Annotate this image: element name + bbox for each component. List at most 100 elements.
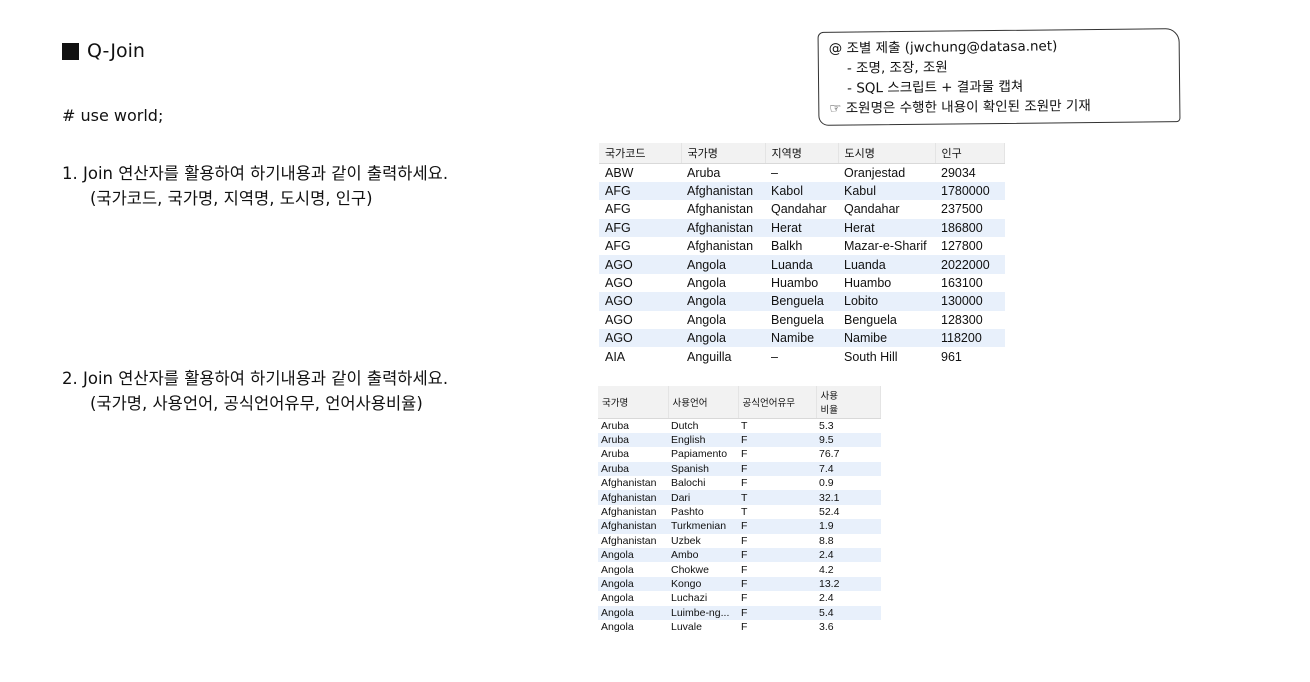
table-cell: AGO [599, 329, 681, 348]
table-cell: 5.4 [816, 605, 881, 620]
table-cell: 76.7 [819, 448, 840, 461]
table-row[interactable]: AFG Afghanistan Herat Herat 186800 [599, 218, 1005, 238]
table-row[interactable]: Afghanistan Pashto T 52.4 [598, 505, 881, 519]
table-cell: Kabol [765, 181, 838, 201]
table-row[interactable]: AGO Angola Luanda Luanda 2022000 [599, 255, 1005, 274]
column-header[interactable]: 사용 비율 [816, 386, 881, 419]
table-cell: 2.4 [816, 548, 881, 563]
table-cell: F [741, 477, 748, 490]
table-cell: 52.4 [819, 506, 840, 519]
table-cell: Balochi [671, 477, 706, 490]
table-cell: T [741, 419, 748, 432]
table-row[interactable]: Afghanistan Dari T 32.1 [598, 490, 881, 505]
table-row[interactable]: Angola Luvale F 3.6 [598, 620, 881, 634]
use-statement: # use world; [62, 106, 164, 125]
table-cell: Namibe [765, 329, 838, 348]
table-cell: Angola [687, 312, 726, 327]
table-cell: F [741, 534, 748, 547]
table-row[interactable]: AGO Angola Namibe Namibe 118200 [599, 329, 1005, 348]
table-cell: F [741, 563, 748, 576]
table-row[interactable]: AFG Afghanistan Qandahar Qandahar 237500 [599, 200, 1005, 218]
table-cell: F [741, 621, 748, 634]
table-cell: Luimbe-ng... [668, 605, 738, 620]
table-cell: Papiamento [671, 448, 728, 461]
table-row[interactable]: AGO Angola Huambo Huambo 163100 [599, 274, 1005, 292]
table-cell: F [738, 461, 816, 477]
column-header[interactable]: 국가코드 [599, 143, 682, 164]
table-row[interactable]: Afghanistan Balochi F 0.9 [598, 476, 881, 490]
note-line-4: ☞ 조원명은 수행한 내용이 확인된 조원만 기재 [829, 98, 1091, 117]
table-cell: Benguela [771, 312, 824, 327]
table-cell: 32.1 [816, 490, 881, 505]
question-2-text: 2. Join 연산자를 활용하여 하기내용과 같이 출력하세요. [62, 369, 449, 388]
table-row[interactable]: Angola Luimbe-ng... F 5.4 [598, 605, 881, 620]
result-table-1: 국가코드 국가명 지역명 도시명 인구 ABW Aruba – Oranjestad 29034… [599, 143, 1005, 366]
table-row[interactable]: Afghanistan Uzbek F 8.8 [598, 534, 881, 548]
table-cell: Chokwe [671, 563, 709, 576]
table-header-row: 국가명 사용언어 공식언어유무 사용 비율 [598, 386, 881, 419]
table-row[interactable]: AFG Afghanistan Balkh Mazar-e-Sharif 127800 [599, 237, 1005, 255]
table-cell: 163100 [941, 276, 983, 291]
column-header[interactable]: 인구 [935, 143, 1005, 164]
table-cell: Qandahar [844, 202, 900, 217]
table-cell: 961 [941, 349, 962, 364]
table-cell: AGO [599, 292, 681, 311]
column-header[interactable]: 국가명 [598, 386, 669, 419]
table-cell: Angola [681, 255, 765, 274]
table-row[interactable]: Aruba Papiamento F 76.7 [598, 447, 881, 461]
question-2: 2. Join 연산자를 활용하여 하기내용과 같이 출력하세요. (국가명, … [62, 366, 448, 416]
table-cell: Spanish [668, 461, 738, 477]
table-cell: Angola [681, 292, 765, 311]
table-cell: – [771, 349, 778, 364]
table-cell: 2022000 [935, 255, 1005, 274]
table-cell: Kongo [668, 576, 738, 592]
table-cell: Angola [687, 276, 726, 291]
table-row[interactable]: AGO Angola Benguela Benguela 128300 [599, 311, 1005, 329]
table-cell: Luanda [765, 255, 838, 274]
table-cell: Aruba [601, 448, 630, 461]
table-cell: Afghanistan [598, 490, 668, 505]
table-row[interactable]: AFG Afghanistan Kabol Kabul 1780000 [599, 181, 1005, 201]
table-cell: AFG [605, 239, 631, 254]
table-cell: 4.2 [819, 563, 834, 576]
table-cell: 3.6 [819, 621, 834, 634]
table-cell: 237500 [941, 202, 983, 217]
column-header[interactable]: 도시명 [838, 143, 936, 164]
table-cell: F [738, 605, 816, 620]
submission-note: @ 조별 제출 (jwchung@datasa.net) - 조명, 조장, 조… [817, 28, 1181, 126]
column-header[interactable]: 사용언어 [668, 386, 739, 419]
table-row[interactable]: Aruba Dutch T 5.3 [598, 419, 881, 433]
question-2-columns: (국가명, 사용언어, 공식언어유무, 언어사용비율) [90, 394, 423, 413]
table-cell: AIA [605, 349, 626, 364]
column-header[interactable]: 지역명 [765, 143, 839, 164]
table-row[interactable]: AIA Anguilla – South Hill 961 [599, 347, 1005, 365]
table-cell: Aruba [598, 432, 668, 448]
table-cell: 127800 [941, 239, 983, 254]
table-cell: Aruba [598, 461, 668, 477]
table-row[interactable]: Afghanistan Turkmenian F 1.9 [598, 519, 881, 534]
table-cell: Angola [601, 621, 634, 634]
table-cell: Afghanistan [687, 202, 754, 217]
table-cell: Aruba [601, 419, 630, 432]
table-row[interactable]: Angola Ambo F 2.4 [598, 548, 881, 563]
table-cell: 29034 [941, 165, 976, 180]
table-cell: F [738, 576, 816, 592]
table-cell: Aruba [687, 165, 721, 180]
table-cell: F [738, 519, 816, 534]
table-row[interactable]: Angola Kongo F 13.2 [598, 576, 881, 592]
table-cell: Angola [598, 548, 668, 563]
table-cell: 1780000 [935, 181, 1005, 201]
table-row[interactable]: Aruba English F 9.5 [598, 432, 881, 448]
table-row[interactable]: Angola Chokwe F 4.2 [598, 562, 881, 576]
column-header[interactable]: 공식언어유무 [738, 386, 817, 419]
table-cell: Afghanistan [598, 519, 668, 534]
table-row[interactable]: ABW Aruba – Oranjestad 29034 [599, 164, 1005, 182]
table-cell: Afghanistan [601, 534, 657, 547]
table-row[interactable]: AGO Angola Benguela Lobito 130000 [599, 292, 1005, 311]
table-row[interactable]: Angola Luchazi F 2.4 [598, 591, 881, 605]
table-cell: Angola [681, 329, 765, 348]
table-cell: Huambo [771, 276, 819, 291]
table-cell: Lobito [838, 292, 935, 311]
column-header[interactable]: 국가명 [681, 143, 766, 164]
table-row[interactable]: Aruba Spanish F 7.4 [598, 461, 881, 477]
